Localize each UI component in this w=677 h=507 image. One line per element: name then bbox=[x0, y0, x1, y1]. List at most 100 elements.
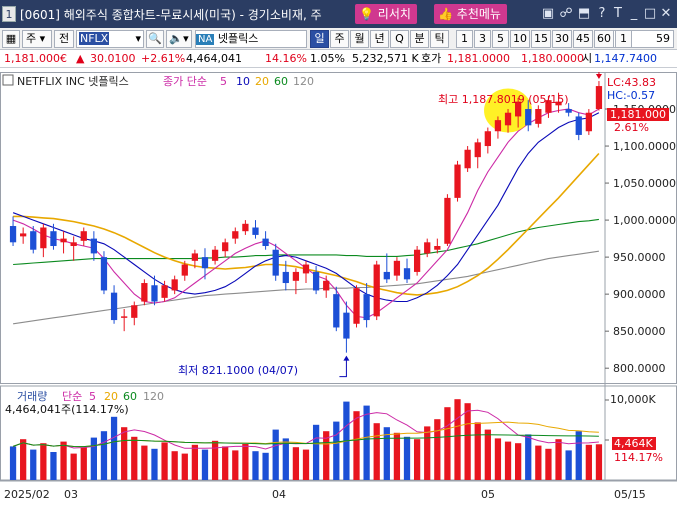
candle-body bbox=[434, 246, 441, 250]
candle-body bbox=[232, 231, 239, 239]
volume-bar bbox=[555, 439, 562, 480]
candle-body bbox=[131, 305, 138, 318]
help-icon[interactable]: ? bbox=[598, 6, 606, 21]
candle-body bbox=[454, 164, 461, 198]
interval-tab-5[interactable]: 30 bbox=[552, 30, 572, 48]
interval-tab-2[interactable]: 5 bbox=[492, 30, 509, 48]
legend-stock-name: NETFLIX INC 넷플릭스 bbox=[17, 75, 129, 88]
candle-body bbox=[595, 86, 603, 110]
interval-tab-4[interactable]: 15 bbox=[531, 30, 551, 48]
ask-label: 호가 bbox=[421, 52, 442, 65]
candle-body bbox=[413, 249, 421, 272]
volume-bar bbox=[90, 437, 97, 480]
recommend-menu-button[interactable]: 👍 추천메뉴 bbox=[434, 4, 507, 24]
interval-tab-8[interactable]: 1 bbox=[615, 30, 632, 48]
volume-bar bbox=[373, 423, 380, 480]
candle-body bbox=[393, 260, 401, 276]
window-title: [0601] 해외주식 종합차트-무료시세(미국) - 경기소비재, 주 bbox=[20, 8, 322, 22]
symbol-input[interactable]: NFLX ▾ bbox=[76, 30, 144, 48]
candle-body bbox=[424, 242, 431, 254]
volume-bar bbox=[494, 438, 502, 480]
volume-bar bbox=[242, 444, 249, 480]
candle-body bbox=[515, 101, 522, 117]
low-arrow-icon bbox=[339, 356, 347, 378]
candle-body bbox=[262, 238, 269, 247]
change-arrow-icon: ▲ bbox=[76, 52, 85, 65]
volume-bar bbox=[333, 421, 340, 480]
maximize-icon[interactable]: □ bbox=[643, 6, 657, 21]
volume-bar bbox=[292, 447, 300, 480]
period-tab-6[interactable]: 틱 bbox=[430, 30, 449, 48]
minimize-icon[interactable]: _ bbox=[630, 6, 638, 21]
search-icon[interactable]: 🔍 bbox=[146, 30, 164, 48]
volume-value: 4,464,041 bbox=[186, 52, 242, 65]
interval-tab-1[interactable]: 3 bbox=[474, 30, 491, 48]
research-button[interactable]: 💡 리서치 bbox=[355, 4, 417, 24]
period-tab-2[interactable]: 월 bbox=[350, 30, 369, 48]
candle-body bbox=[211, 249, 219, 261]
turnover-percent: 14.16% bbox=[265, 52, 307, 65]
candle-body bbox=[171, 279, 178, 291]
volume-bar bbox=[121, 427, 128, 480]
interval-tab-7[interactable]: 60 bbox=[594, 30, 614, 48]
volume-last-tag: 4,464K bbox=[614, 437, 653, 450]
period-tab-5[interactable]: 분 bbox=[410, 30, 429, 48]
candle-body bbox=[535, 109, 542, 124]
interval-tab-0[interactable]: 1 bbox=[456, 30, 473, 48]
volume-bar bbox=[575, 431, 582, 480]
x-label-may: 05 bbox=[481, 488, 495, 501]
volume-bar bbox=[161, 442, 168, 480]
y-tick-label: 1,050.0000 bbox=[613, 177, 676, 190]
close-icon[interactable]: ✕ bbox=[660, 6, 672, 21]
period-select[interactable]: 전 bbox=[54, 30, 74, 48]
window-list-icon[interactable]: ▣ bbox=[541, 6, 555, 21]
interval-tab-6[interactable]: 45 bbox=[573, 30, 593, 48]
volume-legend-ma20: 20 bbox=[104, 390, 118, 403]
chevron-down-icon[interactable]: ▾ bbox=[135, 32, 141, 45]
chart-svg[interactable]: 1,150.00001,100.00001,050.00001,000.0000… bbox=[0, 62, 677, 504]
volume-bar bbox=[141, 445, 148, 480]
volume-bar bbox=[413, 439, 421, 480]
candle-body bbox=[90, 238, 97, 254]
font-icon[interactable]: T bbox=[614, 6, 622, 21]
volume-bar bbox=[171, 451, 178, 480]
candle-body bbox=[80, 231, 87, 241]
legend-ma-title: 종가 단순 bbox=[163, 75, 207, 88]
interval-tab-3[interactable]: 10 bbox=[510, 30, 530, 48]
volume-bar bbox=[464, 403, 471, 480]
y-tick-label: 800.0000 bbox=[613, 362, 666, 375]
period-tab-4[interactable]: Q bbox=[390, 30, 409, 48]
candle-body bbox=[201, 257, 209, 269]
candle-body bbox=[191, 253, 199, 261]
market-select[interactable]: 주 ▾ bbox=[22, 30, 52, 48]
candle-body bbox=[110, 292, 118, 321]
speaker-icon[interactable]: 🔈▾ bbox=[166, 30, 192, 48]
legend-ma10: 10 bbox=[236, 75, 250, 88]
high-arrow-head-icon bbox=[595, 74, 602, 80]
research-label: 리서치 bbox=[377, 7, 411, 21]
period-tab-3[interactable]: 년 bbox=[370, 30, 389, 48]
period-tab-1[interactable]: 주 bbox=[330, 30, 349, 48]
y-tick-label: 850.0000 bbox=[613, 325, 666, 338]
period-tab-0[interactable]: 일 bbox=[310, 30, 329, 48]
volume-legend-ma5: 5 bbox=[89, 390, 96, 403]
volume-value-text: 4,464,041주(114.17%) bbox=[5, 403, 129, 416]
volume-bar bbox=[302, 449, 310, 480]
volume-bar bbox=[424, 426, 431, 480]
legend-box-icon[interactable] bbox=[2, 74, 14, 86]
link-icon[interactable]: ☍ bbox=[559, 6, 573, 21]
volume-y-tick-10000k: 10,000K bbox=[610, 393, 656, 406]
candle-body bbox=[242, 223, 249, 232]
thumbs-up-icon: 👍 bbox=[438, 7, 453, 21]
candle-body bbox=[151, 285, 158, 302]
candle-body bbox=[525, 109, 532, 126]
volume-bar bbox=[80, 447, 87, 480]
volume-bar bbox=[525, 434, 532, 480]
legend-ma120: 120 bbox=[293, 75, 314, 88]
chart-type-icon[interactable]: ▦ bbox=[2, 30, 20, 48]
volume-bar bbox=[393, 432, 401, 480]
pin-icon[interactable]: ⬒ bbox=[577, 6, 591, 21]
volume-bar bbox=[131, 436, 138, 480]
candle-body bbox=[464, 149, 471, 169]
chart-area[interactable]: 1,150.00001,100.00001,050.00001,000.0000… bbox=[0, 62, 677, 504]
